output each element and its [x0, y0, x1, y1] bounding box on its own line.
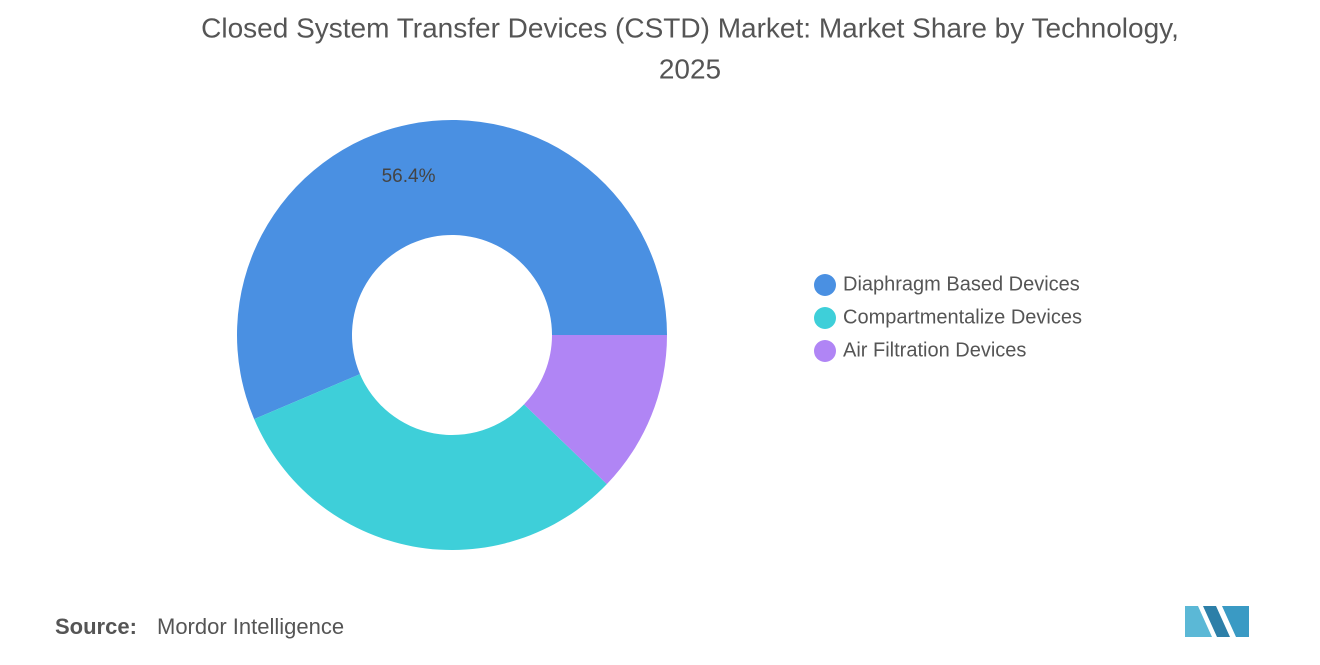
logo	[1185, 606, 1249, 637]
legend-label: Compartmentalize Devices	[843, 306, 1082, 328]
legend-label: Air Filtration Devices	[843, 339, 1026, 361]
chart-subtitle: 2025	[659, 53, 721, 84]
source-label: Source:	[55, 614, 137, 639]
legend-marker	[814, 274, 836, 296]
value-label: 56.4%	[382, 166, 436, 187]
chart-title: Closed System Transfer Devices (CSTD) Ma…	[201, 12, 1179, 43]
legend-marker	[814, 340, 836, 362]
source: Mordor Intelligence	[157, 614, 344, 639]
legend-marker	[814, 307, 836, 329]
donut-slice	[524, 335, 667, 485]
legend-label: Diaphragm Based Devices	[843, 273, 1080, 295]
donut-slice	[237, 119, 667, 420]
donut-slice	[254, 374, 607, 550]
